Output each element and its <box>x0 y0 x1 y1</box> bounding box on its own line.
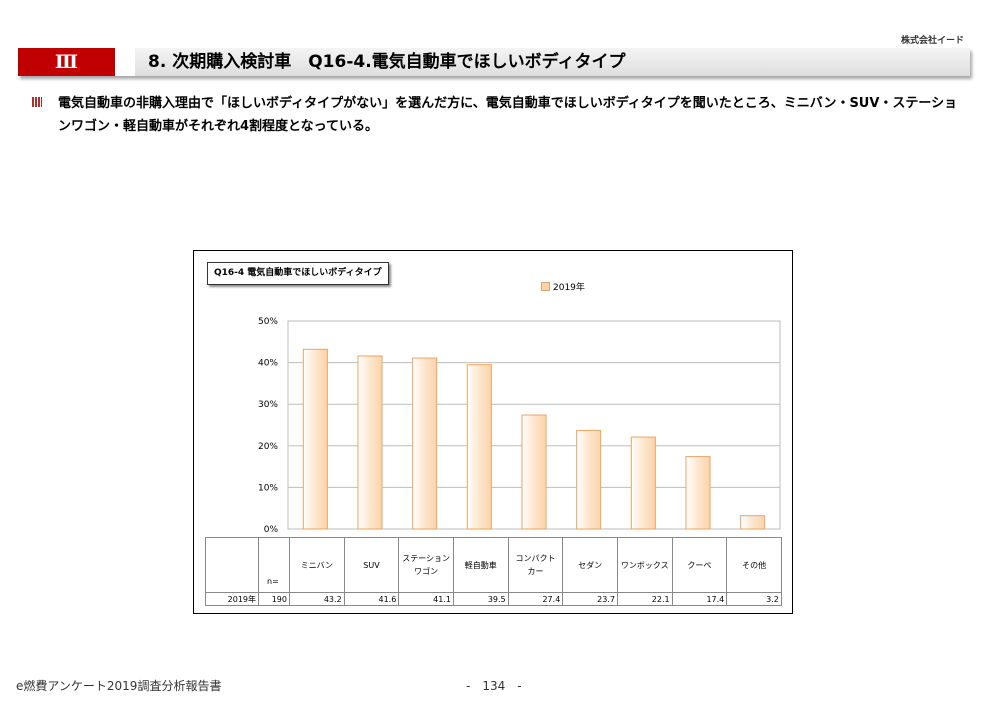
table-category-5: コンパクト カー <box>507 537 564 593</box>
bar-chart: 0% 10% 20% 30% 40% 50% <box>258 317 781 535</box>
bar-9 <box>740 515 766 530</box>
bar-2 <box>357 355 383 530</box>
y-tick-label: 0% <box>264 525 279 535</box>
table-category-2: SUV <box>343 537 400 593</box>
table-n-value: 190 <box>258 592 290 606</box>
bar-4 <box>466 364 492 530</box>
table-category-9: その他 <box>726 537 782 593</box>
chart-frame: Q16-4 電気自動車でほしいボディタイプ 2019年 0% 10% 20% 30% 4… <box>193 250 793 614</box>
table-value-6: 23.7 <box>562 592 618 606</box>
chart-legend: 2019年 <box>541 280 585 293</box>
footer-report-name: e燃費アンケート2019調査分析報告書 <box>16 679 222 693</box>
page-title: 8. 次期購入検討車 Q16-4.電気自動車でほしいボディタイプ <box>148 52 626 72</box>
y-tick-label: 40% <box>258 359 278 369</box>
y-tick-label: 50% <box>258 317 278 327</box>
table-category-7: ワンボックス <box>616 537 673 593</box>
y-tick-label: 20% <box>258 442 278 452</box>
table-value-7: 22.1 <box>616 592 673 606</box>
table-row-label: 2019年 <box>205 592 259 606</box>
y-tick-label: 10% <box>258 483 278 493</box>
table-category-4: 軽自動車 <box>452 537 509 593</box>
bar-1 <box>302 348 328 530</box>
table-value-8: 17.4 <box>671 592 728 606</box>
bar-5 <box>521 414 547 530</box>
table-value-9: 3.2 <box>726 592 782 606</box>
legend-swatch <box>541 282 550 291</box>
table-value-1: 43.2 <box>289 592 345 606</box>
bar-8 <box>685 456 711 530</box>
bar-6 <box>576 429 602 530</box>
company-brand: 株式会社イード <box>900 36 964 46</box>
legend-label: 2019年 <box>553 283 585 293</box>
page-number: - 134 - <box>466 679 522 693</box>
section-number: Ⅲ <box>18 48 115 76</box>
table-value-5: 27.4 <box>507 592 564 606</box>
bullet-icon <box>32 97 42 107</box>
table-value-2: 41.6 <box>343 592 400 606</box>
bar-7 <box>630 436 656 530</box>
bar-3 <box>412 357 438 530</box>
table-category-1: ミニバン <box>289 537 345 593</box>
y-tick-label: 30% <box>258 400 278 410</box>
table-category-6: セダン <box>562 537 618 593</box>
section-header: Ⅲ 8. 次期購入検討車 Q16-4.電気自動車でほしいボディタイプ <box>18 48 970 76</box>
table-category-8: クーペ <box>671 537 728 593</box>
description-text: 電気自動車の非購入理由で「ほしいボディタイプがない」を選んだ方に、電気自動車でほ… <box>58 96 958 134</box>
data-table: ミニバン SUV ステーション ワゴン 軽自動車 コンパクト カー セダン ワンボックス クーペそ… <box>205 537 782 606</box>
table-value-4: 39.5 <box>452 592 509 606</box>
chart-title: Q16-4 電気自動車でほしいボディタイプ <box>207 262 389 285</box>
table-category-3: ステーション ワゴン <box>398 537 454 593</box>
table-value-3: 41.1 <box>398 592 454 606</box>
